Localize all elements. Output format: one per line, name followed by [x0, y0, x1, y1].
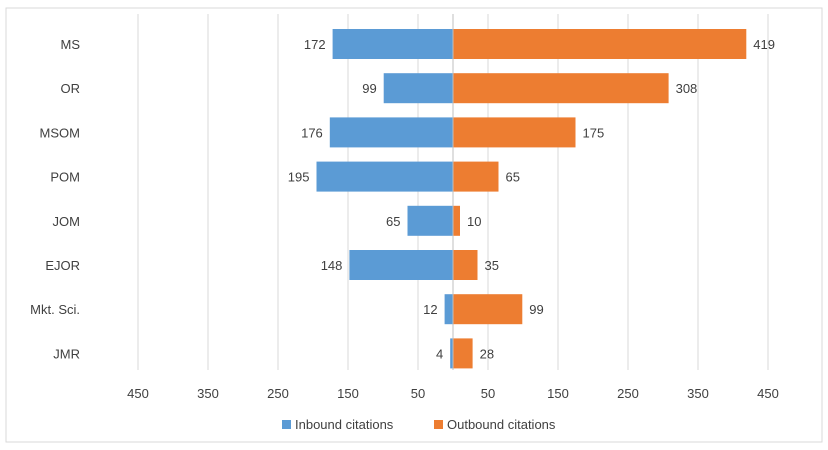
x-tick-label: 50	[411, 386, 425, 401]
x-tick-label: 150	[337, 386, 359, 401]
x-tick-label: 150	[547, 386, 569, 401]
data-label-outbound: 28	[480, 346, 494, 361]
data-label-outbound: 10	[467, 214, 481, 229]
bar-outbound	[453, 29, 747, 59]
x-tick-label: 250	[617, 386, 639, 401]
data-label-inbound: 99	[362, 81, 376, 96]
bar-outbound	[453, 117, 576, 148]
legend-label: Outbound citations	[447, 417, 556, 432]
bar-outbound	[453, 161, 499, 192]
legend-swatch	[282, 420, 291, 429]
axes: 450 350 250 150 50 50 150 250 350 450 MS OR MSOM POM J…	[30, 14, 779, 401]
data-label-inbound: 176	[301, 125, 323, 140]
data-label-outbound: 99	[529, 302, 543, 317]
legend-item-outbound: Outbound citations	[434, 417, 556, 432]
x-tick-label: 450	[757, 386, 779, 401]
data-labels: 172 419 99 308 176 175 195 65 65 10 148 35 12 99 4 28	[288, 37, 775, 361]
bar-inbound	[332, 29, 453, 59]
data-label-inbound: 148	[321, 258, 343, 273]
bar-inbound	[450, 338, 453, 369]
bar-outbound	[453, 338, 473, 369]
category-label: JOM	[53, 214, 80, 229]
category-label: OR	[61, 81, 81, 96]
bar-inbound	[444, 294, 453, 325]
x-tick-label: 350	[687, 386, 709, 401]
category-label: JMR	[53, 346, 80, 361]
data-label-inbound: 65	[386, 214, 400, 229]
bar-inbound	[329, 117, 453, 148]
category-label: Mkt. Sci.	[30, 302, 80, 317]
bar-inbound	[349, 250, 453, 280]
bar-inbound	[407, 205, 453, 236]
bar-outbound	[453, 73, 669, 104]
data-label-outbound: 419	[753, 37, 775, 52]
data-label-outbound: 35	[485, 258, 499, 273]
data-label-inbound: 195	[288, 170, 310, 185]
legend-label: Inbound citations	[295, 417, 394, 432]
x-tick-label: 250	[267, 386, 289, 401]
category-label: MSOM	[40, 125, 80, 140]
data-label-outbound: 175	[583, 125, 605, 140]
data-label-inbound: 12	[423, 302, 437, 317]
data-label-inbound: 4	[436, 346, 443, 361]
bar-inbound	[316, 161, 453, 192]
x-tick-label: 450	[127, 386, 149, 401]
category-label: POM	[50, 170, 80, 185]
bar-inbound	[383, 73, 453, 104]
bar-outbound	[453, 250, 478, 280]
category-label: EJOR	[45, 258, 80, 273]
bar-outbound	[453, 205, 460, 236]
legend: Inbound citations Outbound citations	[282, 417, 556, 432]
x-tick-label: 50	[481, 386, 495, 401]
x-tick-label: 350	[197, 386, 219, 401]
bar-outbound	[453, 294, 523, 325]
legend-item-inbound: Inbound citations	[282, 417, 394, 432]
data-label-inbound: 172	[304, 37, 326, 52]
data-label-outbound: 308	[676, 81, 698, 96]
data-label-outbound: 65	[506, 170, 520, 185]
legend-swatch	[434, 420, 443, 429]
bars	[316, 29, 747, 369]
category-label: MS	[61, 37, 81, 52]
